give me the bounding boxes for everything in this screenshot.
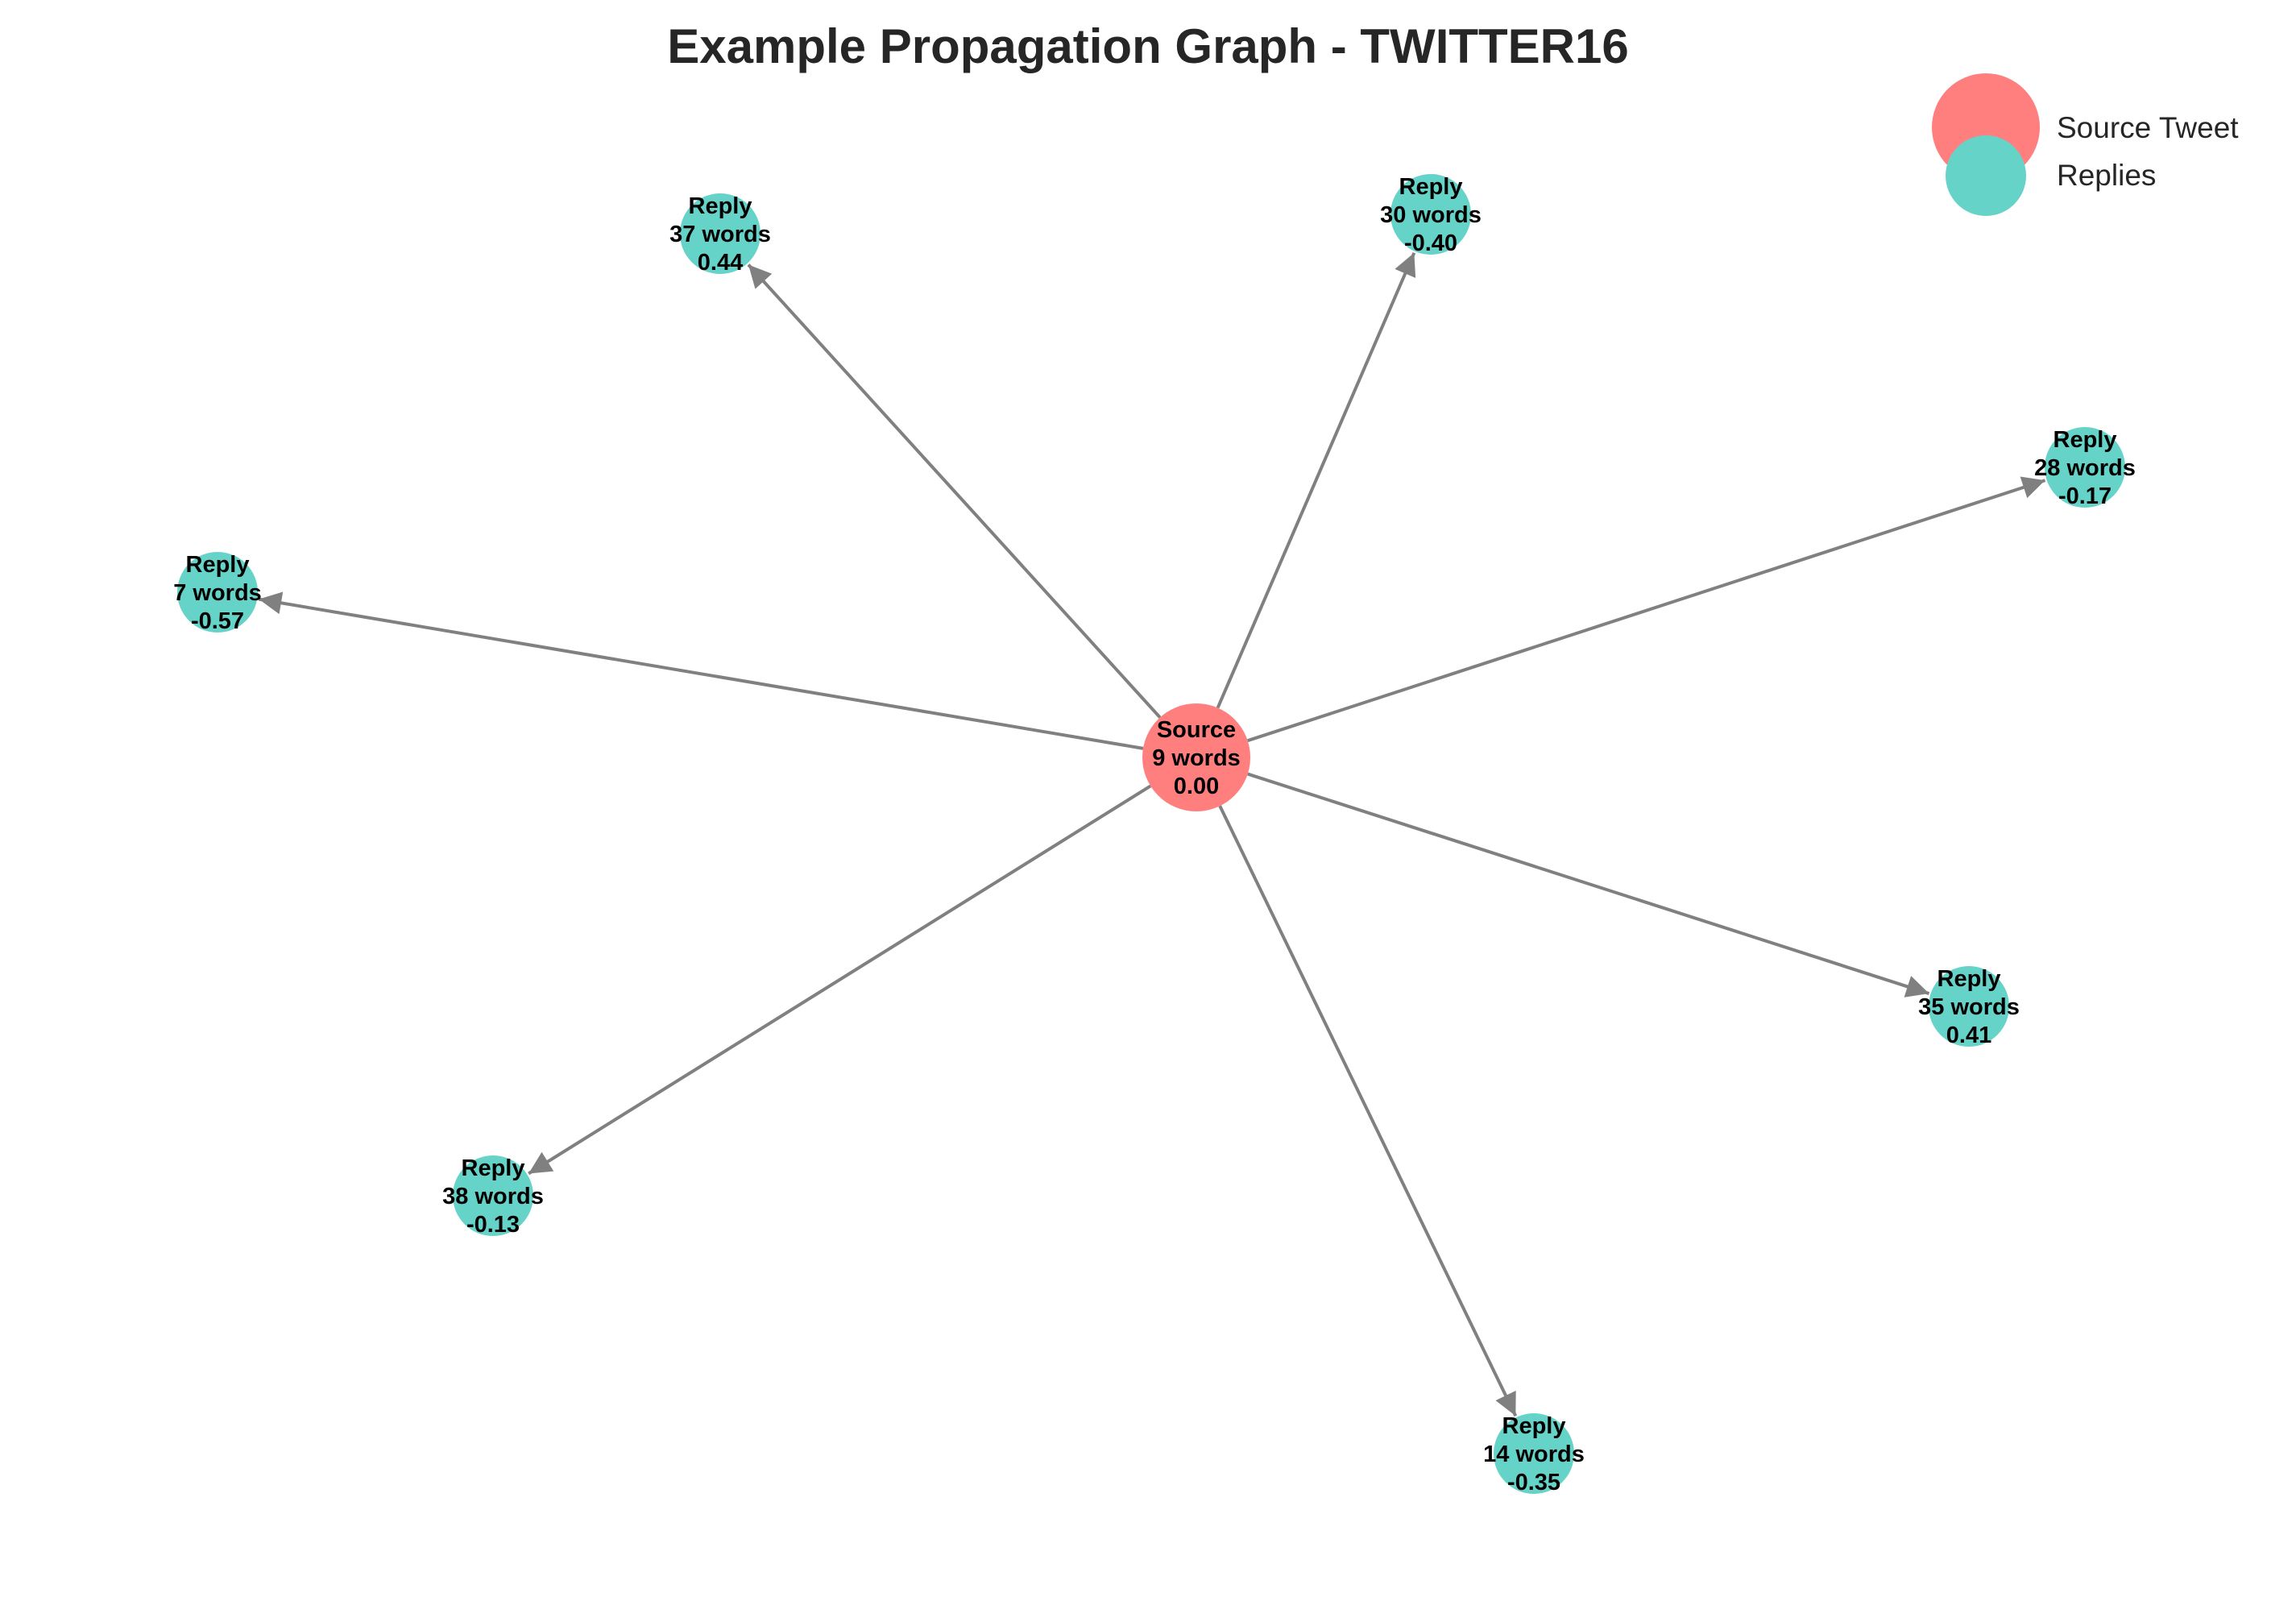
reply-node-circle [1494,1413,1574,1494]
node-type-label: Reply [1502,1413,1566,1439]
node-type-label: Reply [689,193,752,219]
node-word-count: 28 words [2034,455,2136,481]
node-type-label: Reply [186,552,250,578]
node-type-label: Reply [462,1155,525,1181]
reply-node-circle [680,193,760,274]
legend-source-label: Source Tweet [2057,111,2239,144]
node-word-count: 30 words [1380,202,1482,228]
node-word-count: 7 words [173,580,262,606]
legend-reply-label: Replies [2057,159,2156,192]
edge-n0-n4 [258,591,1144,750]
legend: Source Tweet Replies [1932,73,2239,216]
node-type-label: Reply [1938,966,2001,992]
node-word-count: 35 words [1918,994,2020,1020]
node-score: -0.40 [1404,230,1457,256]
node-score: -0.17 [2058,483,2112,509]
node-type-label: Reply [1399,174,1463,200]
reply-node-circle [177,552,258,633]
node-score: 0.00 [1174,774,1219,799]
node-word-count: 37 words [669,222,771,247]
legend-reply-swatch [1946,135,2026,216]
edge-n0-n2 [1216,251,1416,709]
edge-n0-n1 [747,263,1162,719]
reply-node-circle [1929,966,2009,1047]
node-score: -0.13 [466,1212,520,1238]
reply-node-n1: Reply 37 words 0.44 [669,193,771,276]
node-word-count: 14 words [1483,1441,1585,1467]
edge-n0-n6 [528,784,1152,1176]
edge-n0-n7 [1218,805,1518,1417]
source-node-circle [1142,703,1250,811]
node-word-count: 38 words [442,1184,544,1209]
reply-node-circle [1390,174,1471,255]
reply-node-circle [2045,427,2125,508]
edge-n0-n3 [1247,476,2046,743]
node-score: 0.44 [698,250,743,276]
node-type-label: Reply [2054,427,2117,453]
node-type-label: Source [1157,717,1236,743]
node-score: 0.41 [1946,1022,1991,1048]
reply-node-circle [453,1155,533,1236]
node-word-count: 9 words [1152,745,1241,771]
edge-n0-n5 [1247,772,1930,998]
node-score: -0.35 [1507,1470,1560,1495]
edges-layer [258,251,2046,1417]
chart-title: Example Propagation Graph - TWITTER16 [667,19,1629,73]
node-score: -0.57 [191,608,244,634]
reply-node-n6: Reply 38 words -0.13 [442,1155,544,1238]
